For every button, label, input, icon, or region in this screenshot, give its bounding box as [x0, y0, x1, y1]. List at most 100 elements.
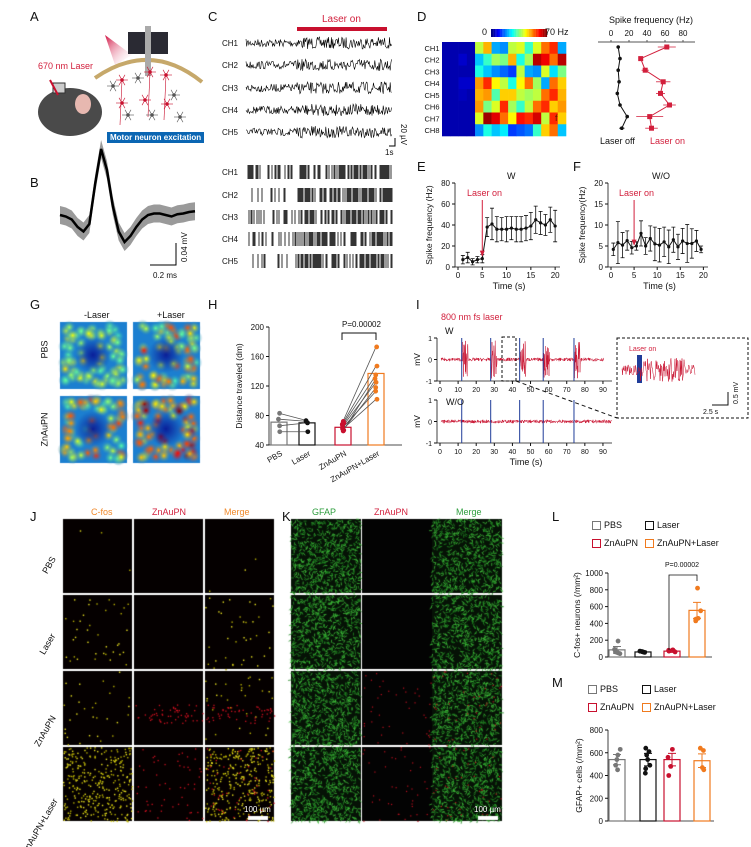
data-point: [701, 767, 707, 773]
voltage-trace: [245, 58, 392, 71]
c-scale-bar: [389, 138, 396, 147]
error-bar: [625, 230, 630, 251]
legend-swatch: [645, 538, 654, 548]
heatmap-cell: [532, 124, 542, 137]
implant-icon: [52, 82, 66, 94]
m-legend-znaupn-laser: ZnAuPN+Laser: [642, 702, 716, 712]
data-point: [500, 227, 504, 231]
data-point: [276, 416, 281, 422]
x-tick-label: 30: [490, 449, 498, 456]
data-point: [666, 648, 672, 654]
heatmap-cell: [541, 77, 550, 90]
heatmap-cell: [442, 124, 451, 137]
bar-znaupn-laser: [688, 609, 706, 658]
profile-tick-label: 20: [625, 29, 634, 38]
x-tick-label: 30: [490, 387, 498, 394]
data-point: [480, 257, 484, 261]
colorbar-segment: [505, 29, 507, 37]
heatmap-cell: [458, 77, 468, 90]
data-point: [693, 618, 699, 624]
paired-line: [342, 398, 377, 430]
spike-raster: [252, 254, 393, 268]
data-point: [690, 241, 694, 246]
e-title: W: [507, 171, 516, 181]
y-axis-label: C-fos+ neurons (/mm²): [572, 572, 582, 658]
data-point: [553, 224, 557, 228]
neuron-dendrite: [149, 71, 154, 78]
heatmap-cell: [466, 112, 476, 125]
y-axis-label: Distance traveled (dm): [234, 343, 244, 429]
panel-label-f: F: [573, 159, 581, 174]
j-col-merge: Merge: [224, 507, 250, 517]
m-legend-znaupn: ZnAuPN: [588, 702, 634, 712]
panel-label-b: B: [30, 175, 39, 190]
y-tick-label: 400: [590, 772, 604, 781]
heatmap-cell: [466, 42, 476, 55]
colorbar-segment: [516, 29, 518, 37]
y-tick-label: 40: [255, 441, 264, 450]
heatmap-cell: [491, 100, 501, 113]
heatmap-cell: [524, 42, 534, 55]
profile-point: [649, 125, 654, 131]
data-point: [470, 260, 475, 264]
neuron-dendrite: [118, 74, 123, 81]
bar-znaupn: [334, 426, 352, 446]
heatmap-cell: [549, 65, 559, 78]
significance-bracket: [668, 574, 698, 650]
data-point: [643, 766, 649, 772]
heatmap-cell: [499, 100, 509, 113]
data-point: [643, 745, 649, 751]
profile-tick-label: 60: [661, 29, 670, 38]
bar-pbs: [608, 649, 626, 658]
laser-wavelength-label: 670 nm Laser: [38, 61, 94, 71]
y-tick-label: 120: [251, 382, 265, 391]
neuron-dendrite: [163, 103, 168, 110]
neuron-dendrite: [127, 109, 132, 116]
legend-swatch: [592, 538, 601, 548]
neuron-soma: [148, 70, 152, 74]
neuron-soma: [165, 102, 169, 106]
heatmap-cell: [541, 112, 550, 125]
spike-raster: [248, 210, 393, 224]
i-inset-scale-x: 2.5 s: [703, 409, 719, 416]
colorbar-segment: [510, 29, 513, 37]
j-row-znaupn-laser: ZnAuPN+Laser: [20, 796, 60, 847]
y-tick-label: 400: [590, 619, 604, 628]
error-bar: [615, 221, 620, 265]
laser-cone-icon: [105, 35, 132, 65]
neuron-dendrite: [124, 109, 129, 116]
waveform-mean-line: [59, 148, 196, 245]
y-tick-label: 20: [594, 179, 603, 188]
x-axis-label: Time (s): [510, 457, 543, 467]
error-bar: [460, 255, 465, 265]
error-bar: [689, 228, 694, 259]
legend-swatch: [645, 520, 654, 530]
profile-point: [638, 56, 644, 62]
neuron-axon: [119, 79, 123, 126]
g-row-znaupn: ZnAuPN: [39, 412, 50, 447]
data-point: [303, 418, 309, 424]
heatmap-cell: [450, 89, 459, 102]
b-scale-x: 0.2 ms: [153, 271, 178, 280]
legend-laser-on: Laser on: [650, 136, 686, 146]
neuron-soma: [120, 78, 124, 82]
g-row-pbs: PBS: [39, 340, 50, 359]
x-tick-label: 80: [581, 387, 589, 394]
heatmap-cell: [499, 77, 509, 90]
raster-channel-label: CH1: [222, 168, 239, 177]
x-axis-label: Time (s): [493, 281, 526, 291]
data-point: [613, 762, 619, 768]
x-tick-label: 10: [653, 271, 662, 280]
x-tick-label: 5: [632, 271, 637, 280]
mouse-head-icon: [38, 88, 102, 136]
heatmap-cell: [450, 124, 459, 137]
data-point: [646, 749, 652, 755]
heatmap-cell: [458, 65, 468, 78]
heatmap-cell: [491, 112, 501, 125]
neuron-dendrite: [162, 74, 167, 81]
data-point: [668, 764, 674, 769]
colorbar-segment: [541, 29, 543, 37]
i-row-w: W: [445, 326, 454, 336]
category-label: ZnAuPN+Laser: [329, 449, 381, 484]
neuron-dendrite: [137, 77, 142, 84]
